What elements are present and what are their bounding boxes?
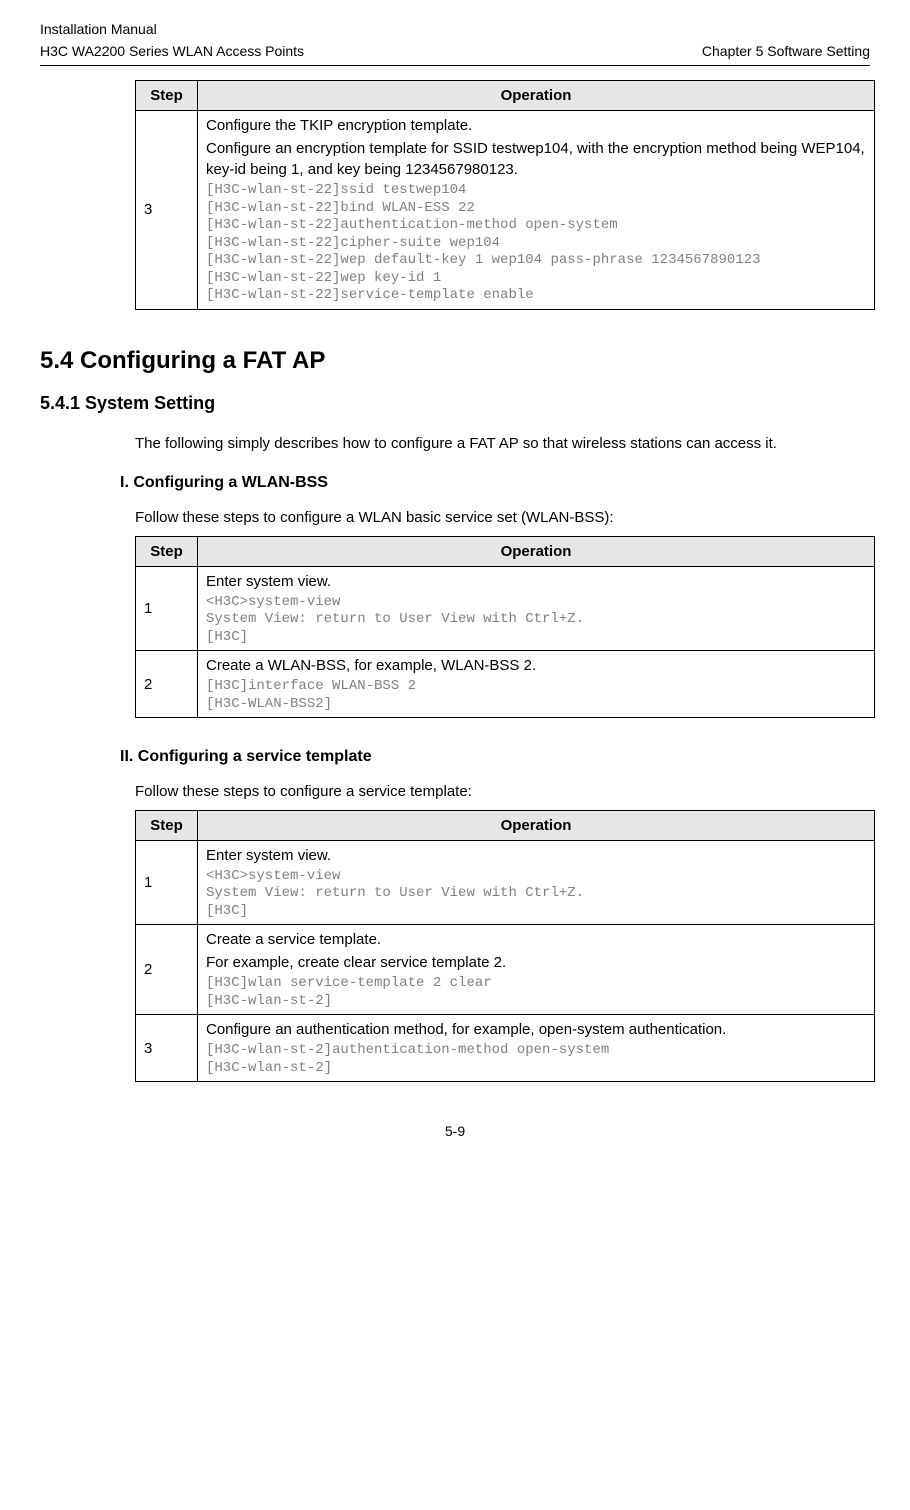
part1-intro: Follow these steps to configure a WLAN b… [135, 507, 870, 528]
op-line1: Configure the TKIP encryption template. [206, 115, 866, 136]
table-header-row: Step Operation [136, 536, 875, 566]
col-operation: Operation [198, 810, 875, 840]
op-text: Enter system view. [206, 845, 866, 866]
part1-title: I. Configuring a WLAN-BSS [120, 472, 870, 494]
code-block: <H3C>system-view System View: return to … [206, 868, 866, 921]
step-cell: 1 [136, 840, 198, 925]
col-step: Step [136, 81, 198, 111]
operation-cell: Enter system view. <H3C>system-view Syst… [198, 840, 875, 925]
table-row: 2 Create a WLAN-BSS, for example, WLAN-B… [136, 651, 875, 718]
op-line2: Configure an encryption template for SSI… [206, 138, 866, 180]
table-header-row: Step Operation [136, 81, 875, 111]
wlan-bss-table: Step Operation 1 Enter system view. <H3C… [135, 536, 875, 719]
table-row: 2 Create a service template. For example… [136, 925, 875, 1015]
code-block: [H3C-wlan-st-22]ssid testwep104 [H3C-wla… [206, 182, 866, 305]
op-text: Enter system view. [206, 571, 866, 592]
code-block: [H3C]interface WLAN-BSS 2 [H3C-WLAN-BSS2… [206, 678, 866, 713]
col-operation: Operation [198, 81, 875, 111]
table-header-row: Step Operation [136, 810, 875, 840]
header-left1: Installation Manual [40, 20, 157, 40]
op-text1: Create a service template. [206, 929, 866, 950]
col-step: Step [136, 810, 198, 840]
step-cell: 3 [136, 111, 198, 310]
section-5-4-1-title: 5.4.1 System Setting [40, 391, 870, 416]
col-operation: Operation [198, 536, 875, 566]
step-cell: 3 [136, 1015, 198, 1082]
operation-cell: Configure the TKIP encryption template. … [198, 111, 875, 310]
operation-cell: Create a service template. For example, … [198, 925, 875, 1015]
step-cell: 2 [136, 651, 198, 718]
table-row: 1 Enter system view. <H3C>system-view Sy… [136, 566, 875, 651]
code-block: [H3C-wlan-st-2]authentication-method ope… [206, 1042, 866, 1077]
page-header-line2: H3C WA2200 Series WLAN Access Points Cha… [40, 42, 870, 67]
step-cell: 1 [136, 566, 198, 651]
section-5-4-title: 5.4 Configuring a FAT AP [40, 344, 870, 378]
code-block: <H3C>system-view System View: return to … [206, 594, 866, 647]
table-row: 3 Configure an authentication method, fo… [136, 1015, 875, 1082]
page-number: 5-9 [40, 1122, 870, 1142]
header-right2: Chapter 5 Software Setting [702, 42, 870, 62]
op-text2: For example, create clear service templa… [206, 952, 866, 973]
part2-title: II. Configuring a service template [120, 746, 870, 768]
header-left2: H3C WA2200 Series WLAN Access Points [40, 42, 304, 62]
step-cell: 2 [136, 925, 198, 1015]
col-step: Step [136, 536, 198, 566]
code-block: [H3C]wlan service-template 2 clear [H3C-… [206, 975, 866, 1010]
table-row: 1 Enter system view. <H3C>system-view Sy… [136, 840, 875, 925]
table-row: 3 Configure the TKIP encryption template… [136, 111, 875, 310]
tkip-table: Step Operation 3 Configure the TKIP encr… [135, 80, 875, 310]
op-text: Create a WLAN-BSS, for example, WLAN-BSS… [206, 655, 866, 676]
page-header-line1: Installation Manual [40, 20, 870, 40]
service-template-table: Step Operation 1 Enter system view. <H3C… [135, 810, 875, 1083]
section-5-4-1-para: The following simply describes how to co… [135, 430, 870, 458]
operation-cell: Enter system view. <H3C>system-view Syst… [198, 566, 875, 651]
operation-cell: Create a WLAN-BSS, for example, WLAN-BSS… [198, 651, 875, 718]
op-text: Configure an authentication method, for … [206, 1019, 866, 1040]
part2-intro: Follow these steps to configure a servic… [135, 781, 870, 802]
operation-cell: Configure an authentication method, for … [198, 1015, 875, 1082]
